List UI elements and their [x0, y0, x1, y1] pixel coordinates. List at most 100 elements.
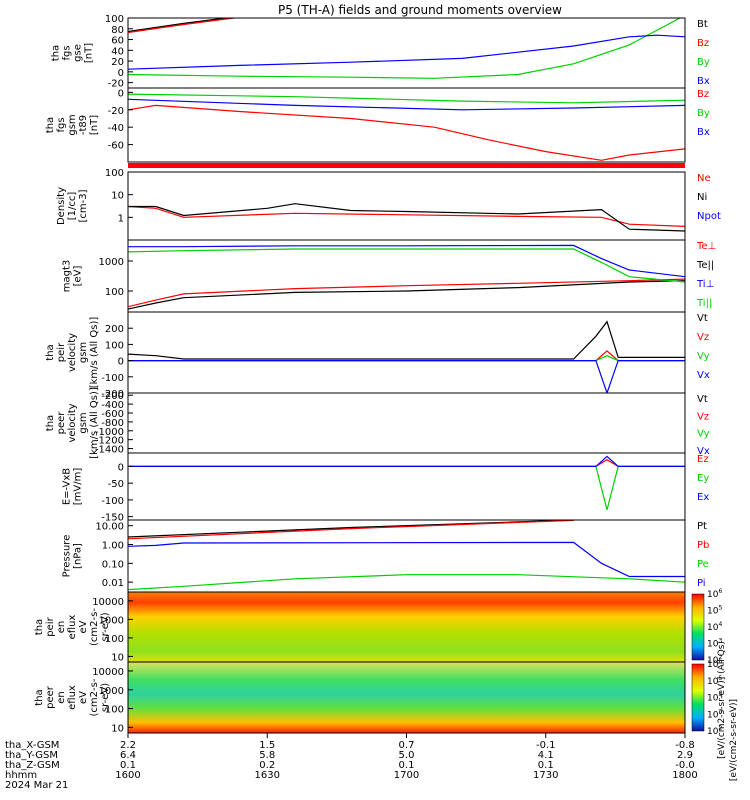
y-axis-label-line: [km/s (All Qs)]: [89, 317, 100, 389]
series-ni-line: [128, 203, 685, 232]
y-tick-label: -200: [101, 391, 124, 402]
y-tick-label: 10: [111, 652, 124, 663]
y-tick-label: 20: [111, 57, 124, 68]
colorbar-tick-label: 106: [707, 658, 722, 670]
y-tick-label: -20: [108, 106, 124, 117]
legend-ti: Ti⊥: [696, 279, 714, 290]
y-axis-label-line: eV: [78, 691, 89, 704]
y-axis-label-line: en: [56, 691, 67, 704]
colorbar-tick-base: 10: [707, 727, 719, 737]
series-group: [128, 18, 685, 79]
colorbar-tick-label: 106: [707, 588, 722, 600]
orbit-row-value: 0.2: [259, 760, 275, 771]
y-tick-label: 1: [118, 213, 124, 224]
y-axis-label-line: [1/cc]: [67, 192, 78, 221]
colorbar-tick-base: 10: [707, 656, 719, 666]
y-axis-label-line: [km/s (All Qs)]: [89, 387, 100, 459]
y-axis-label-line: tha: [34, 689, 45, 705]
series-by-line: [128, 93, 685, 104]
heatmap-field: [128, 662, 685, 733]
colorbar-tick-label: 104: [707, 621, 722, 633]
y-axis-label-line: gsm: [67, 114, 78, 135]
series-pe-line: [128, 574, 685, 591]
y-axis-label-line: tha: [34, 619, 45, 635]
legend-vt: Vt: [697, 313, 708, 324]
colorbar-tick-exponent: 2: [718, 725, 722, 732]
legend-ne: Ne: [697, 173, 711, 184]
colorbar-unit-label: [eV/(cm2-s-sr-eV)]: [729, 699, 739, 781]
red-band: [128, 163, 685, 168]
y-tick-label: 10000: [92, 667, 124, 678]
y-axis-label-line: peir: [56, 342, 67, 362]
orbit-row-value: 0.1: [538, 760, 554, 771]
y-axis-label-line: [mV/m]: [73, 468, 84, 506]
y-tick-label: -1400: [95, 445, 124, 456]
series-ex-line: [128, 455, 685, 467]
y-axis-label-line: tha: [45, 117, 56, 133]
series-bz-line: [128, 18, 239, 34]
series-group: [128, 244, 685, 310]
orbit-row-label: tha_Z-GSM: [5, 760, 60, 771]
colorbar-tick-exponent: 3: [718, 708, 722, 715]
colorbar-tick-base: 10: [707, 640, 719, 650]
y-tick-label: -150: [101, 513, 124, 524]
colorbar-tick-exponent: 5: [718, 605, 722, 612]
legend-bx: Bx: [697, 127, 710, 138]
colorbar-tick-label: 105: [707, 675, 722, 687]
colorbar-tick-exponent: 6: [718, 658, 722, 665]
legend-vy: Vy: [697, 351, 710, 362]
y-tick-label: -200: [101, 389, 124, 400]
y-axis-label-line: magt3: [62, 260, 73, 293]
series-by-line: [128, 18, 682, 79]
orbit-row-label: tha_Y-GSM: [5, 750, 58, 761]
y-axis-label-line: velocity: [67, 333, 78, 372]
y-tick-label: 40: [111, 46, 124, 57]
y-tick-label: 1000: [99, 257, 124, 268]
legend-bz: Bz: [697, 38, 709, 49]
orbit-row-value: 1700: [394, 770, 419, 781]
y-axis-label-line: sr-eV): [100, 683, 111, 712]
y-axis-label-line: E=-VxB: [62, 468, 73, 505]
orbit-row-value: 1800: [672, 770, 697, 781]
y-axis-label-line: tha: [51, 45, 62, 61]
legend-bx: Bx: [697, 76, 710, 87]
colorbar-tick-exponent: 3: [718, 638, 722, 645]
legend-te: Te⊥: [696, 241, 716, 252]
y-axis-label-line: gsm: [78, 412, 89, 433]
colorbar-tick-base: 10: [707, 607, 719, 617]
y-tick-label: 1000: [99, 615, 124, 626]
series-vt-line: [128, 320, 685, 360]
colorbar-unit-label: [eV/(cm2-s-sr-eV)] (All Qs): [717, 641, 727, 759]
series-group: [128, 455, 685, 511]
y-tick-label: 100: [105, 705, 124, 716]
y-tick-label: -600: [101, 409, 124, 420]
y-tick-label: -60: [108, 141, 124, 152]
y-axis-label-line: fgs: [56, 117, 67, 132]
colorbar-tick-base: 10: [707, 623, 719, 633]
y-tick-label: 100: [105, 287, 124, 298]
y-tick-label: 0: [118, 68, 124, 79]
y-tick-label: 0: [118, 462, 124, 473]
legend-by: By: [697, 57, 710, 68]
y-axis-label-line: (cm2-s-: [89, 678, 100, 716]
series-bz-line: [128, 104, 685, 161]
series-vx-line: [128, 360, 685, 393]
orbit-row-value: 1630: [255, 770, 280, 781]
y-axis-label-line: en: [56, 621, 67, 634]
legend-ni: Ni: [697, 192, 707, 203]
y-tick-label: 0: [118, 357, 124, 368]
y-tick-label: 10: [111, 191, 124, 202]
orbit-row-value: 1.5: [259, 740, 275, 751]
legend-pi: Pi: [697, 578, 706, 589]
panel-frame: [127, 392, 686, 454]
y-tick-label: 1000: [99, 686, 124, 697]
panel-frame: [127, 519, 686, 593]
y-tick-label: -800: [101, 418, 124, 429]
colorbar-tick-exponent: 2: [718, 654, 722, 661]
y-axis-label-line: Pressure: [62, 535, 73, 578]
heatmap-field: [128, 592, 685, 662]
y-axis-label-line: peer: [56, 411, 67, 435]
orbit-row-value: 2.9: [677, 750, 693, 761]
series-bx-line: [128, 98, 685, 111]
